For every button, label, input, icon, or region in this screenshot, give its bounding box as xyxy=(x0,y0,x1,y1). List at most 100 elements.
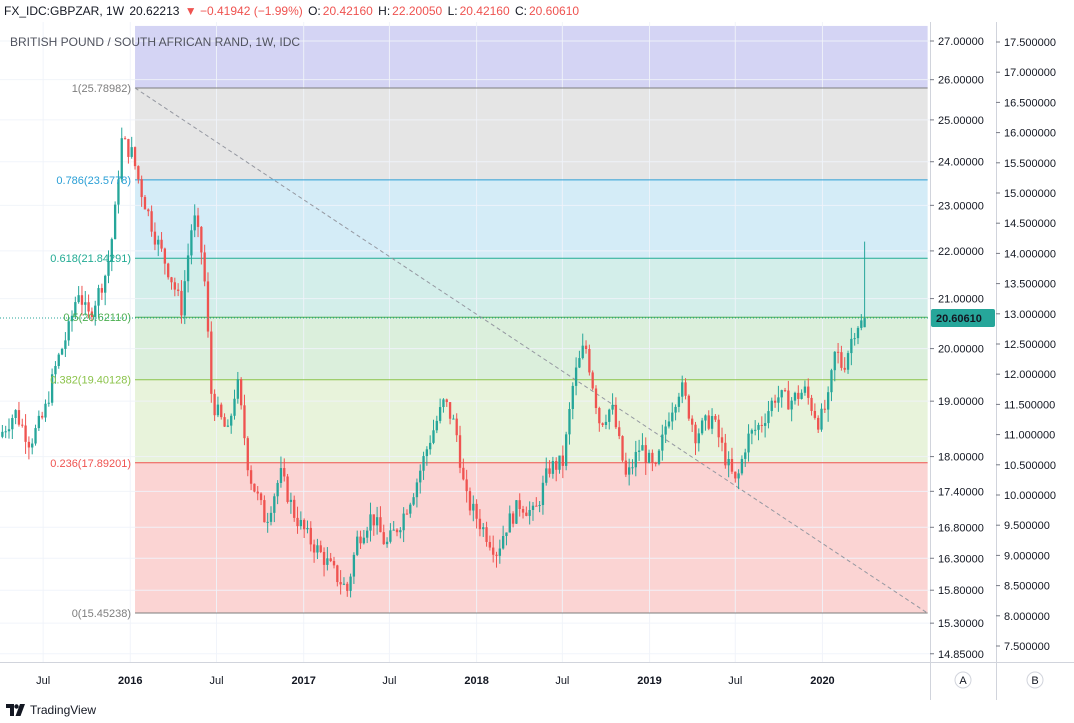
candle xyxy=(273,493,276,523)
axis-b-tick-label: 14.500000 xyxy=(1004,218,1056,230)
candle-body xyxy=(243,405,246,439)
candle xyxy=(332,556,336,569)
candle-body xyxy=(183,281,186,316)
candle-body xyxy=(462,467,465,480)
candle-body xyxy=(289,499,293,502)
candle xyxy=(326,547,329,571)
candle-body xyxy=(651,452,654,463)
time-axis[interactable]: Jul 2016 Jul 2017 Jul 2018 Jul 2019 Jul 2020 xyxy=(36,675,835,687)
axis-a-tick-label: 14.85000 xyxy=(938,649,984,661)
candle xyxy=(574,357,578,396)
price-axis-a[interactable]: 27.00000 26.00000 25.00000 24.00000 23.00000… xyxy=(930,36,984,661)
candle-body xyxy=(657,450,661,464)
candle xyxy=(793,391,797,405)
trend-line[interactable] xyxy=(134,87,928,614)
candle xyxy=(84,291,87,316)
candle xyxy=(448,402,452,425)
candle xyxy=(797,385,800,406)
axis-b-tick-label: 17.500000 xyxy=(1004,37,1056,49)
candle-body xyxy=(130,147,133,157)
candle-body xyxy=(279,468,283,483)
candle-body xyxy=(382,532,385,545)
time-axis-label: Jul xyxy=(728,675,742,687)
axis-b-tick-label: 15.500000 xyxy=(1004,158,1056,170)
candle-body xyxy=(27,441,31,448)
candle-body xyxy=(372,514,375,526)
candle xyxy=(727,451,730,478)
candle-body xyxy=(399,530,402,533)
candle xyxy=(150,205,153,237)
price-axis-b[interactable]: 17.500000 17.000000 16.500000 16.000000 15.5… xyxy=(996,37,1056,653)
candle xyxy=(677,392,681,413)
scale-button-a-label[interactable]: A xyxy=(959,675,967,687)
tradingview-logo-icon xyxy=(6,704,25,716)
candle-body xyxy=(143,197,147,210)
candle-body xyxy=(754,429,757,431)
candle xyxy=(17,401,21,427)
candle xyxy=(601,422,604,427)
scale-button-a[interactable]: A xyxy=(954,671,972,689)
candle xyxy=(495,551,498,568)
candle xyxy=(90,307,94,322)
scale-button-b-label[interactable]: B xyxy=(1031,675,1038,687)
candle-body xyxy=(750,430,754,434)
fib-zone-1 xyxy=(135,179,928,259)
candle-body xyxy=(366,530,369,538)
candle-body xyxy=(150,211,153,232)
candle-body xyxy=(402,513,405,531)
candle-body xyxy=(495,554,498,556)
tradingview-logo-text: TradingView xyxy=(30,703,97,717)
scale-button-b[interactable]: B xyxy=(1026,671,1044,689)
fib-level-label-0.786: 0.786(23.5778) xyxy=(56,175,131,187)
candle xyxy=(157,235,160,257)
candle-body xyxy=(641,445,644,451)
candle xyxy=(113,201,117,240)
candle xyxy=(213,389,216,422)
time-axis-label: 2018 xyxy=(464,675,488,687)
candle xyxy=(94,300,97,326)
candle xyxy=(329,552,332,563)
candle-body xyxy=(113,204,117,240)
candle xyxy=(704,414,707,431)
candle xyxy=(223,413,226,427)
candle xyxy=(627,458,631,486)
chart-title: BRITISH POUND / SOUTH AFRICAN RAND, 1W, … xyxy=(10,35,300,49)
time-axis-label: 2017 xyxy=(291,675,315,687)
candle-body xyxy=(263,500,266,523)
candle-body xyxy=(654,462,657,464)
candle-body xyxy=(800,392,803,399)
fibonacci-levels[interactable] xyxy=(135,87,928,614)
candle-body xyxy=(863,317,866,328)
candle xyxy=(754,420,757,436)
candle xyxy=(302,518,306,539)
price-chart[interactable]: 1(25.78982) 0.786(23.5778) 0.618(21.84291)… xyxy=(0,22,1074,700)
candle-body xyxy=(41,415,44,418)
candle-body xyxy=(409,504,412,514)
candle-body xyxy=(734,471,737,479)
candle xyxy=(226,419,230,428)
symbol-label[interactable]: FX_IDC:GBPZAR, 1W xyxy=(4,4,125,18)
candle-body xyxy=(137,166,140,180)
axis-a-tick-label: 20.00000 xyxy=(938,344,984,356)
candle xyxy=(478,509,482,537)
candle xyxy=(744,448,747,467)
candle xyxy=(425,446,429,466)
time-axis-label: Jul xyxy=(382,675,396,687)
candle xyxy=(671,402,674,430)
candle xyxy=(598,406,601,432)
candle-body xyxy=(691,418,694,425)
candle xyxy=(412,493,415,506)
tradingview-logo[interactable]: TradingView xyxy=(6,703,96,717)
candle xyxy=(137,165,140,184)
candle-body xyxy=(283,468,286,477)
candle xyxy=(830,368,833,402)
axis-b-tick-label: 9.000000 xyxy=(1004,550,1050,562)
candle xyxy=(644,437,647,475)
candle xyxy=(518,493,521,517)
candle xyxy=(770,397,773,417)
candle-body xyxy=(256,491,259,494)
candle xyxy=(346,581,349,597)
candle xyxy=(468,487,472,516)
candle-body xyxy=(429,442,432,450)
candle-body xyxy=(681,382,684,397)
